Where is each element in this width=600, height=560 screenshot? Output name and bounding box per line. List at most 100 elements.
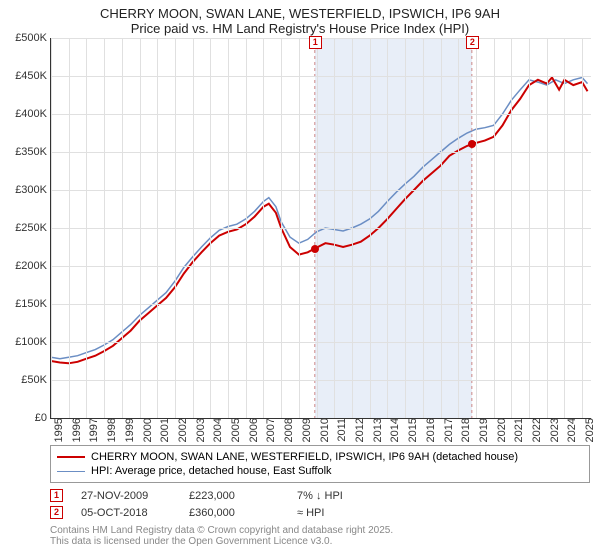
marker-badge: 1: [309, 36, 322, 49]
gridline-v: [564, 38, 565, 418]
series-line: [51, 78, 588, 359]
gridline-v: [281, 38, 282, 418]
x-tick-label: 2002: [175, 418, 189, 442]
gridline-v: [246, 38, 247, 418]
y-tick-label: £50K: [21, 374, 51, 386]
gridline-v: [228, 38, 229, 418]
y-tick-label: £300K: [15, 184, 51, 196]
copyright-notice: Contains HM Land Registry data © Crown c…: [50, 525, 590, 547]
legend-swatch: [57, 456, 85, 458]
x-tick-label: 2014: [387, 418, 401, 442]
y-tick-label: £100K: [15, 336, 51, 348]
gridline-v: [476, 38, 477, 418]
gridline-v: [352, 38, 353, 418]
gridline-h: [51, 114, 591, 115]
marker-badge: 2: [50, 506, 63, 519]
x-tick-label: 2001: [157, 418, 171, 442]
gridline-v: [547, 38, 548, 418]
sale-price: £223,000: [189, 490, 279, 502]
x-tick-label: 1996: [69, 418, 83, 442]
x-tick-label: 2007: [263, 418, 277, 442]
sale-events-table: 1 27-NOV-2009 £223,000 7% ↓ HPI 2 05-OCT…: [50, 487, 590, 521]
y-tick-label: £400K: [15, 108, 51, 120]
marker-badge: 2: [466, 36, 479, 49]
x-tick-label: 2017: [441, 418, 455, 442]
x-tick-label: 2019: [476, 418, 490, 442]
gridline-h: [51, 190, 591, 191]
gridline-h: [51, 304, 591, 305]
sale-note: ≈ HPI: [297, 507, 387, 519]
x-tick-label: 2011: [334, 418, 348, 442]
x-tick-label: 2016: [423, 418, 437, 442]
chart-title: CHERRY MOON, SWAN LANE, WESTERFIELD, IPS…: [0, 0, 600, 38]
gridline-h: [51, 228, 591, 229]
gridline-v: [157, 38, 158, 418]
x-tick-label: 2018: [458, 418, 472, 442]
gridline-v: [494, 38, 495, 418]
gridline-v: [210, 38, 211, 418]
gridline-v: [122, 38, 123, 418]
gridline-v: [405, 38, 406, 418]
data-point-dot: [311, 245, 319, 253]
series-line: [51, 78, 588, 364]
gridline-v: [263, 38, 264, 418]
legend-swatch: [57, 471, 85, 472]
table-row: 2 05-OCT-2018 £360,000 ≈ HPI: [50, 504, 590, 521]
gridline-v: [582, 38, 583, 418]
y-tick-label: £150K: [15, 298, 51, 310]
legend: CHERRY MOON, SWAN LANE, WESTERFIELD, IPS…: [50, 445, 590, 483]
plot-area: £0£50K£100K£150K£200K£250K£300K£350K£400…: [50, 38, 591, 419]
y-tick-label: £200K: [15, 260, 51, 272]
x-tick-label: 2013: [370, 418, 384, 442]
gridline-h: [51, 342, 591, 343]
legend-item: HPI: Average price, detached house, East…: [57, 464, 583, 478]
gridline-v: [299, 38, 300, 418]
gridline-v: [193, 38, 194, 418]
x-tick-label: 1998: [104, 418, 118, 442]
data-point-dot: [468, 140, 476, 148]
sale-price: £360,000: [189, 507, 279, 519]
x-tick-label: 2012: [352, 418, 366, 442]
sale-date: 27-NOV-2009: [81, 490, 171, 502]
gridline-v: [175, 38, 176, 418]
marker-badge: 1: [50, 489, 63, 502]
x-tick-label: 1999: [122, 418, 136, 442]
y-tick-label: £350K: [15, 146, 51, 158]
copyright-line: This data is licensed under the Open Gov…: [50, 536, 590, 547]
x-tick-label: 2025: [582, 418, 596, 442]
gridline-h: [51, 152, 591, 153]
x-tick-label: 1995: [51, 418, 65, 442]
gridline-h: [51, 380, 591, 381]
gridline-v: [140, 38, 141, 418]
y-tick-label: £0: [35, 412, 51, 424]
sale-date: 05-OCT-2018: [81, 507, 171, 519]
gridline-v: [69, 38, 70, 418]
chart-container: CHERRY MOON, SWAN LANE, WESTERFIELD, IPS…: [0, 0, 600, 547]
gridline-v: [334, 38, 335, 418]
copyright-line: Contains HM Land Registry data © Crown c…: [50, 525, 590, 536]
x-tick-label: 2024: [564, 418, 578, 442]
y-tick-label: £500K: [15, 32, 51, 44]
gridline-v: [104, 38, 105, 418]
y-tick-label: £450K: [15, 70, 51, 82]
gridline-v: [387, 38, 388, 418]
x-tick-label: 2020: [494, 418, 508, 442]
x-tick-label: 2006: [246, 418, 260, 442]
x-tick-label: 2004: [210, 418, 224, 442]
gridline-v: [529, 38, 530, 418]
gridline-h: [51, 76, 591, 77]
x-tick-label: 2021: [511, 418, 525, 442]
x-tick-label: 2023: [547, 418, 561, 442]
title-line-1: CHERRY MOON, SWAN LANE, WESTERFIELD, IPS…: [10, 6, 590, 21]
x-tick-label: 2010: [317, 418, 331, 442]
title-line-2: Price paid vs. HM Land Registry's House …: [10, 21, 590, 36]
x-tick-label: 2008: [281, 418, 295, 442]
legend-label: HPI: Average price, detached house, East…: [91, 465, 332, 477]
x-tick-label: 2009: [299, 418, 313, 442]
x-tick-label: 2022: [529, 418, 543, 442]
x-tick-label: 1997: [86, 418, 100, 442]
gridline-v: [370, 38, 371, 418]
x-tick-label: 2015: [405, 418, 419, 442]
sale-note: 7% ↓ HPI: [297, 490, 387, 502]
gridline-v: [441, 38, 442, 418]
